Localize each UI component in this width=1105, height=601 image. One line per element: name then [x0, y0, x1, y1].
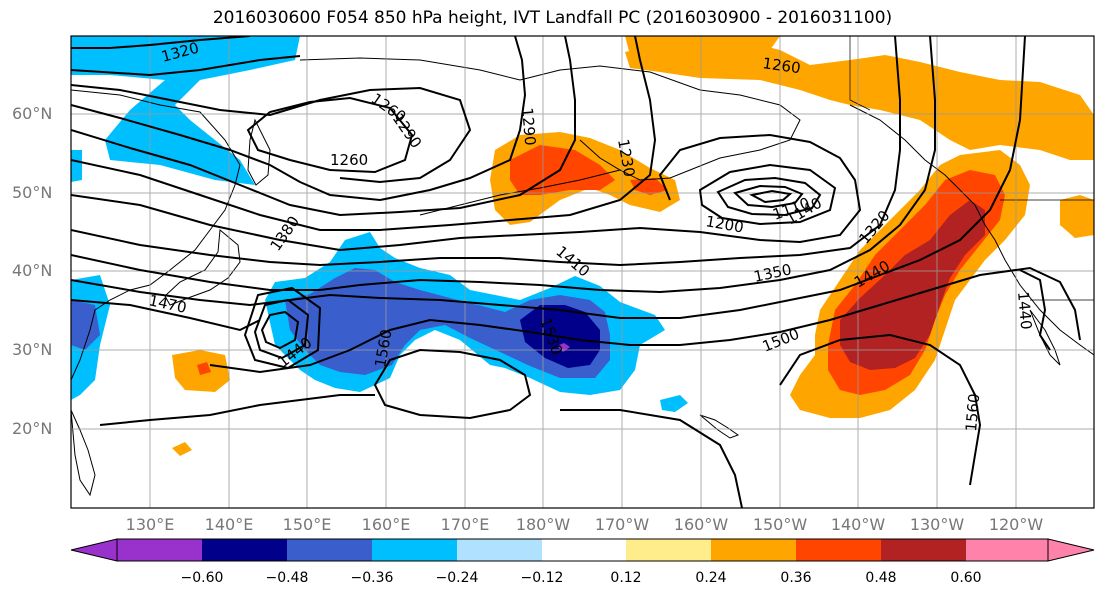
- coast-asia-ne: [71, 89, 241, 381]
- contour-low-sw-3: [243, 286, 322, 370]
- colorbar-tick-label: 0.48: [865, 570, 897, 586]
- lon-label: 170°E: [440, 515, 490, 534]
- lat-label: 50°N: [12, 183, 53, 202]
- colorbar-tick-label: −0.24: [435, 570, 479, 586]
- coast-alaska: [519, 65, 801, 181]
- lon-label: 160°E: [361, 515, 411, 534]
- colorbar-segment: [796, 539, 881, 561]
- lat-label: 40°N: [12, 261, 53, 280]
- shading-orange-ne: [1060, 195, 1094, 238]
- map-title: 2016030600 F054 850 hPa height, IVT Land…: [212, 8, 893, 28]
- contour-low-sw-1: [260, 310, 300, 350]
- contour-1560-inner: [373, 348, 532, 420]
- contour-low-center: [698, 163, 837, 226]
- colorbar-tick-label: −0.36: [350, 570, 394, 586]
- contour-label: 1440: [1014, 291, 1035, 331]
- contour-1320-top: [71, 36, 251, 49]
- colorbar-segment: [881, 539, 966, 561]
- shading-red-mid2: [630, 178, 668, 195]
- contour-label: 1560: [962, 393, 983, 433]
- lon-label: 130°W: [909, 515, 965, 534]
- colorbar-segment: [966, 539, 1048, 561]
- lon-label: 180°W: [515, 515, 571, 534]
- lon-label: 170°W: [594, 515, 650, 534]
- colorbar-extend-left: [70, 538, 118, 562]
- shading-orange-nw-top: [625, 36, 780, 55]
- lat-label: 60°N: [12, 104, 53, 123]
- colorbar: [70, 538, 1095, 562]
- shading-red-mid: [510, 145, 615, 195]
- map-frame: [70, 35, 1095, 509]
- lon-label: 160°W: [673, 515, 729, 534]
- contour-label: 1260: [761, 54, 801, 77]
- coast-kamchatka: [247, 118, 271, 186]
- contour-label: 1290: [518, 107, 539, 147]
- coast-na-west: [849, 104, 1094, 356]
- lon-label: 140°W: [830, 515, 886, 534]
- contour-label: 1260: [330, 151, 368, 169]
- colorbar-segment: [457, 539, 542, 561]
- coast-philippines: [71, 409, 96, 497]
- colorbar-tick-label: 0.12: [610, 570, 642, 586]
- shading-blue-w-strip: [71, 150, 82, 182]
- contour-south: [560, 409, 743, 508]
- contour-1260-closed: [246, 96, 414, 174]
- lat-label: 20°N: [12, 419, 53, 438]
- colorbar-tick-label: −0.60: [180, 570, 224, 586]
- shading-blue-w-mid: [71, 300, 100, 350]
- shading-blue-small: [660, 395, 688, 412]
- colorbar-tick-label: 0.36: [780, 570, 812, 586]
- lon-label: 140°E: [204, 515, 254, 534]
- gridlines: [71, 36, 1094, 508]
- lon-label: 150°E: [282, 515, 332, 534]
- colorbar-tick-label: 0.24: [695, 570, 727, 586]
- contour-1260-w: [71, 55, 301, 77]
- coast-aleutians: [419, 169, 621, 216]
- shading-red-sw: [197, 362, 211, 375]
- shading-darkred-east: [840, 200, 985, 370]
- shading-purple-min: [557, 343, 570, 352]
- colorbar-tick-label: −0.12: [520, 570, 564, 586]
- contour-1560-east: [779, 333, 982, 486]
- shading-orange-small: [172, 442, 192, 456]
- colorbar-segment: [542, 539, 626, 561]
- colorbar-extend-right: [1047, 538, 1095, 562]
- coast-bering: [299, 57, 521, 81]
- shading-orange-n: [625, 40, 1094, 160]
- map-area: 1320 1260 1290 1260 1290 1230 1260 1200 …: [71, 36, 1094, 508]
- lat-label: 30°N: [12, 340, 53, 359]
- colorbar-tick-label: −0.48: [265, 570, 309, 586]
- colorbar-segment: [287, 539, 372, 561]
- colorbar-segment: [626, 539, 711, 561]
- height-contours: [71, 36, 1081, 508]
- colorbar-tick-label: 0.60: [950, 570, 982, 586]
- colorbar-segment: [711, 539, 796, 561]
- lon-label: 150°W: [752, 515, 808, 534]
- colorbar-segment: [372, 539, 457, 561]
- contour-low-sw-2: [253, 298, 310, 360]
- contour-1440-ne: [1019, 269, 1051, 351]
- coast-hawaii: [699, 414, 740, 439]
- colorbar-segment: [202, 539, 287, 561]
- colorbar-segment: [117, 539, 202, 561]
- lon-label: 130°E: [125, 515, 175, 534]
- lon-label: 120°W: [988, 515, 1044, 534]
